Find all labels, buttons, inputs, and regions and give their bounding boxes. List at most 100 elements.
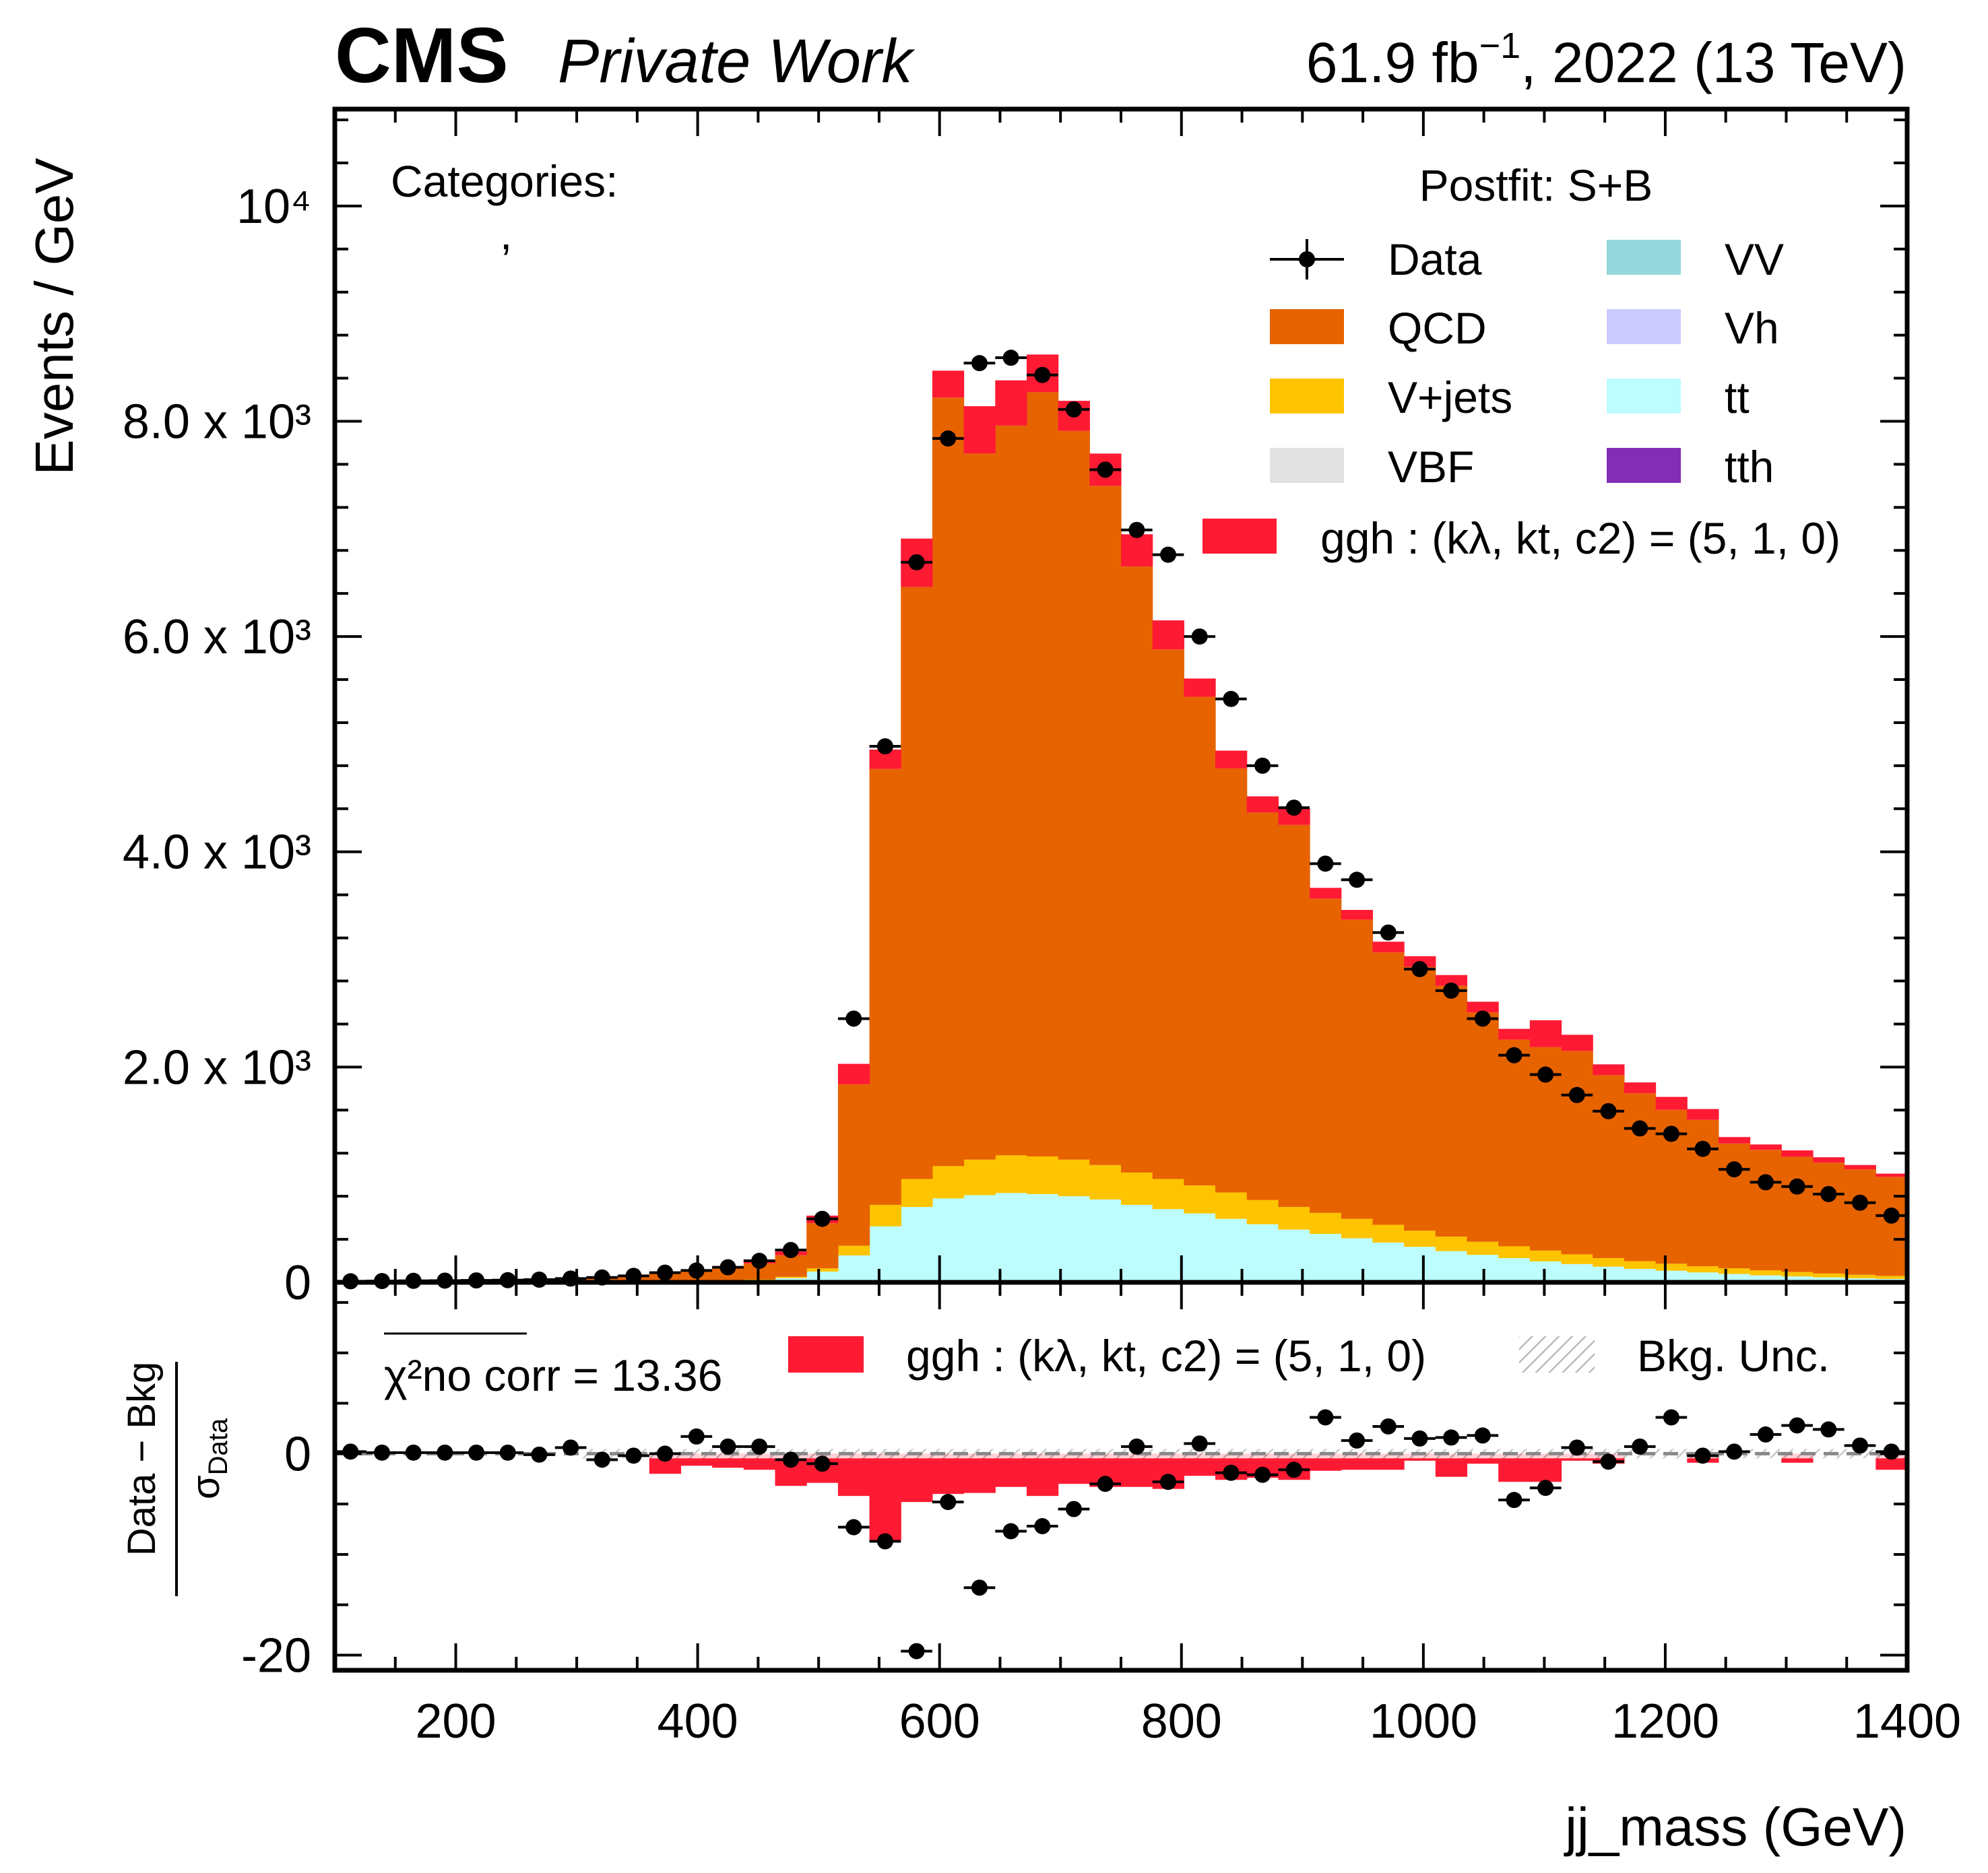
data-point-36 (1467, 1010, 1499, 1027)
legend-vjets-label: V+jets (1388, 372, 1512, 422)
bar-qcd-31 (1310, 898, 1342, 1213)
bar-vjets-38 (1529, 1250, 1562, 1261)
bar-tt-29 (1246, 1224, 1279, 1282)
bar-tt-23 (1058, 1196, 1090, 1282)
pull-point-26 (1152, 1474, 1184, 1490)
data-point-14 (775, 1242, 807, 1259)
bar-vjets-42 (1655, 1263, 1688, 1271)
pull-point-14 (775, 1451, 807, 1468)
pull-point-0 (335, 1443, 366, 1460)
bar-qcd-32 (1341, 919, 1374, 1219)
bar-qcd-39 (1561, 1051, 1593, 1255)
bar-vjets-44 (1718, 1268, 1751, 1274)
data-point-48 (1844, 1194, 1876, 1211)
pull-point-16 (837, 1519, 870, 1536)
data-point-10 (649, 1264, 681, 1281)
bar-tt-18 (901, 1207, 933, 1282)
bar-ggh-25 (1121, 534, 1153, 567)
bar-vjets-37 (1498, 1246, 1531, 1259)
bar-ggh-47 (1812, 1157, 1845, 1163)
bar-tt-17 (869, 1226, 901, 1282)
data-point-37 (1498, 1047, 1530, 1063)
ratio-signal-bar-25 (1121, 1453, 1153, 1487)
legend-tth-label: tth (1725, 442, 1774, 492)
pull-point-33 (1372, 1418, 1405, 1435)
data-point-13 (743, 1253, 775, 1270)
y-tick-label-4: 8.0 x 10³ (123, 395, 311, 449)
data-point-26 (1152, 546, 1184, 563)
pull-point-17 (869, 1533, 901, 1550)
data-point-17 (869, 738, 901, 755)
bar-tt-32 (1341, 1238, 1374, 1282)
ratio-signal-bar-16 (837, 1453, 870, 1497)
pull-point-7 (554, 1439, 587, 1456)
data-point-27 (1184, 628, 1216, 645)
y-tick-label-5: 10⁴ (236, 180, 311, 234)
x-tick-label-0: 200 (415, 1695, 496, 1748)
pull-point-24 (1089, 1476, 1121, 1492)
bar-qcd-41 (1624, 1093, 1657, 1261)
pull-point-28 (1215, 1464, 1247, 1481)
data-point-35 (1435, 982, 1467, 999)
legend-vjets-swatch (1270, 379, 1344, 414)
bar-qcd-40 (1593, 1075, 1625, 1259)
pull-point-32 (1341, 1432, 1373, 1449)
bar-qcd-46 (1781, 1156, 1814, 1272)
bar-ggh-40 (1593, 1064, 1625, 1076)
chi2-label: χ²no corr = 13.36 (384, 1350, 722, 1400)
pull-point-10 (649, 1445, 681, 1462)
bar-qcd-34 (1404, 966, 1436, 1231)
bar-vjets-33 (1372, 1224, 1405, 1243)
data-point-31 (1310, 855, 1341, 872)
data-point-23 (1058, 401, 1090, 418)
legend-data-label: Data (1388, 234, 1482, 284)
bar-vjets-35 (1435, 1237, 1468, 1251)
y-tick-label-0: 0 (284, 1256, 311, 1310)
data-point-42 (1655, 1125, 1688, 1142)
bar-ggh-44 (1718, 1137, 1751, 1144)
bar-qcd-25 (1121, 566, 1153, 1173)
ratio-legend-unc-label: Bkg. Unc. (1637, 1331, 1830, 1381)
bar-tt-31 (1310, 1234, 1342, 1282)
data-point-22 (1026, 366, 1058, 383)
ratio-signal-bar-20 (963, 1453, 996, 1493)
bar-ggh-38 (1529, 1020, 1562, 1047)
legend-vbf-label: VBF (1388, 442, 1474, 492)
pull-point-44 (1718, 1443, 1750, 1460)
pull-point-4 (460, 1444, 492, 1461)
data-point-12 (712, 1259, 744, 1276)
bar-vjets-31 (1310, 1212, 1342, 1235)
pull-point-35 (1435, 1429, 1467, 1446)
bar-qcd-26 (1152, 649, 1184, 1179)
data-point-25 (1121, 521, 1153, 538)
pull-point-34 (1404, 1430, 1436, 1447)
main-y-axis-label: Events / GeV (24, 158, 84, 475)
legend-vh-label: Vh (1725, 303, 1779, 353)
data-point-33 (1372, 924, 1405, 941)
data-point-29 (1246, 757, 1279, 774)
bar-vjets-45 (1750, 1270, 1782, 1276)
bar-ggh-37 (1498, 1028, 1531, 1040)
categories-value: , (500, 209, 512, 259)
pull-point-2 (397, 1444, 430, 1461)
bar-vjets-29 (1246, 1200, 1279, 1224)
bar-qcd-15 (806, 1223, 839, 1269)
bar-vjets-17 (869, 1204, 901, 1226)
x-axis-label: jj_mass (GeV) (1564, 1797, 1906, 1857)
bar-tt-34 (1404, 1247, 1436, 1282)
data-point-19 (932, 430, 964, 447)
pull-point-27 (1184, 1435, 1216, 1452)
pull-point-47 (1812, 1421, 1845, 1438)
bar-tt-37 (1498, 1258, 1531, 1282)
bar-qcd-13 (743, 1263, 776, 1280)
bar-vjets-16 (837, 1245, 870, 1256)
ratio-data-points (335, 1409, 1907, 1660)
data-point-24 (1089, 461, 1121, 478)
bar-ggh-19 (932, 370, 965, 398)
x-tick-label-1: 400 (658, 1695, 738, 1748)
ratio-signal-bar-23 (1058, 1453, 1090, 1484)
bar-qcd-21 (995, 425, 1027, 1156)
bar-ggh-45 (1750, 1144, 1782, 1150)
bar-tt-19 (932, 1198, 965, 1282)
bar-ggh-43 (1687, 1109, 1719, 1120)
